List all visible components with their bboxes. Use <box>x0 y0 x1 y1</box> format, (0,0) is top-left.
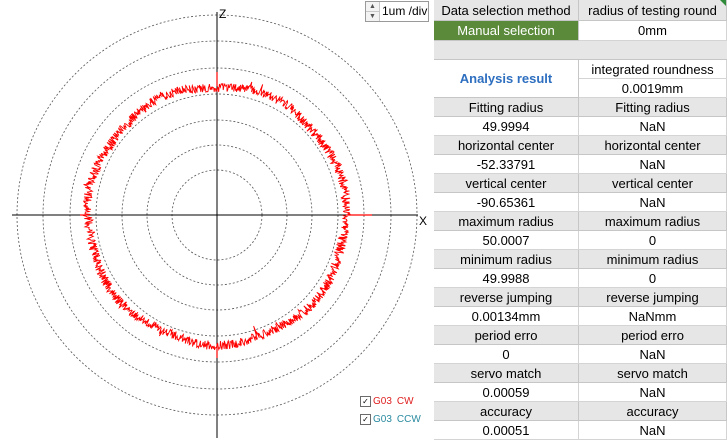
metric-label-right: vertical center <box>579 174 727 193</box>
spin-buttons[interactable]: ▲ ▼ <box>366 2 380 21</box>
x-axis-label: X <box>419 214 428 228</box>
scale-spinbox[interactable]: ▲ ▼ 1um /div <box>365 1 429 22</box>
corner-marker-icon <box>720 0 726 6</box>
z-axis-label: Z <box>219 7 227 21</box>
polar-chart <box>12 12 418 438</box>
metric-value-left: 0.00134mm <box>434 307 579 326</box>
integrated-roundness-label: integrated roundness <box>579 60 727 79</box>
metric-value-left: 50.0007 <box>434 231 579 250</box>
metric-label-right: servo match <box>579 364 727 383</box>
legend-label-cw: CW <box>396 396 414 408</box>
metric-label-right: accuracy <box>579 402 727 421</box>
legend-item-ccw[interactable]: ✓ G03 CCW <box>360 414 421 425</box>
metric-label-right: reverse jumping <box>579 288 727 307</box>
metric-label-right: horizontal center <box>579 136 727 155</box>
metric-value-right: 0 <box>579 269 727 288</box>
metric-label-left: accuracy <box>434 402 579 421</box>
legend-code-ccw: G03 <box>373 414 392 426</box>
metric-label-left: horizontal center <box>434 136 579 155</box>
metric-label-right: maximum radius <box>579 212 727 231</box>
metric-value-right: 0 <box>579 231 727 250</box>
metric-value-right: NaN <box>579 155 727 174</box>
metric-value-right: NaN <box>579 421 727 440</box>
metric-label-right: Fitting radius <box>579 98 727 117</box>
metric-label-left: servo match <box>434 364 579 383</box>
metric-value-left: 0 <box>434 345 579 364</box>
scale-value[interactable]: 1um /div <box>382 4 428 18</box>
metric-value-left: 0.00051 <box>434 421 579 440</box>
manual-selection-button[interactable]: Manual selection <box>434 21 579 41</box>
spin-up-icon[interactable]: ▲ <box>366 2 379 12</box>
metric-value-right: NaN <box>579 383 727 402</box>
legend-item-cw[interactable]: ✓ G03 CW <box>360 396 414 407</box>
metric-value-right: NaN <box>579 345 727 364</box>
roundness-plot: Z X ▲ ▼ 1um /div ✓ G03 CW ✓ G03 CCW <box>12 1 429 438</box>
radius-value[interactable]: 0mm <box>579 21 727 41</box>
integrated-roundness-value: 0.0019mm <box>579 79 727 98</box>
analysis-panel: Data selection method radius of testing … <box>434 0 727 440</box>
legend-label-ccw: CCW <box>396 414 421 426</box>
metric-label-left: period erro <box>434 326 579 345</box>
metric-value-right: NaN <box>579 117 727 136</box>
metric-value-left: 49.9988 <box>434 269 579 288</box>
checkbox-ccw-icon[interactable]: ✓ <box>360 414 371 425</box>
spacer-row <box>434 41 727 60</box>
metric-label-right: minimum radius <box>579 250 727 269</box>
metric-label-left: reverse jumping <box>434 288 579 307</box>
analysis-result-label: Analysis result <box>434 60 579 98</box>
header-radius-text: radius of testing round <box>588 2 717 18</box>
metric-label-left: minimum radius <box>434 250 579 269</box>
checkbox-cw-icon[interactable]: ✓ <box>360 396 371 407</box>
metric-value-right: NaN <box>579 193 727 212</box>
metric-value-right: NaNmm <box>579 307 727 326</box>
metric-label-left: vertical center <box>434 174 579 193</box>
metric-label-left: maximum radius <box>434 212 579 231</box>
metric-value-left: 49.9994 <box>434 117 579 136</box>
header-radius-testing: radius of testing round <box>579 0 727 21</box>
metric-value-left: -52.33791 <box>434 155 579 174</box>
spin-down-icon[interactable]: ▼ <box>369 13 376 20</box>
metric-value-left: 0.00059 <box>434 383 579 402</box>
metric-label-left: Fitting radius <box>434 98 579 117</box>
legend-code-cw: G03 <box>373 396 392 408</box>
metric-value-left: -90.65361 <box>434 193 579 212</box>
header-data-selection: Data selection method <box>434 0 579 21</box>
metric-label-right: period erro <box>579 326 727 345</box>
